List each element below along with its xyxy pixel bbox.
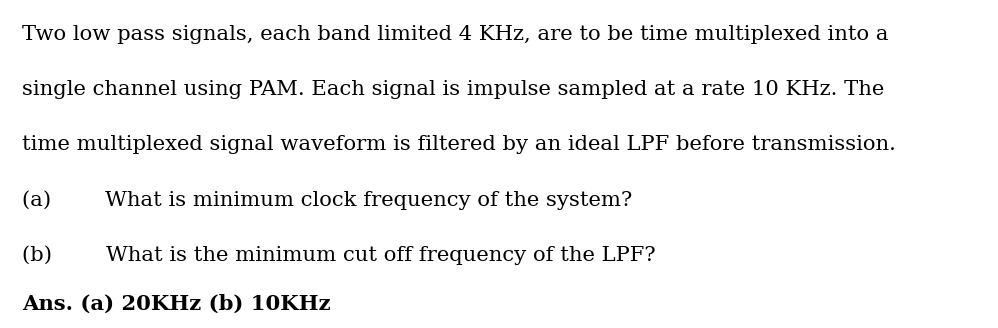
- Text: (a)        What is minimum clock frequency of the system?: (a) What is minimum clock frequency of t…: [22, 190, 632, 210]
- Text: Two low pass signals, each band limited 4 KHz, are to be time multiplexed into a: Two low pass signals, each band limited …: [22, 25, 888, 44]
- Text: Ans. (a) 20KHz (b) 10KHz: Ans. (a) 20KHz (b) 10KHz: [22, 294, 330, 313]
- Text: time multiplexed signal waveform is filtered by an ideal LPF before transmission: time multiplexed signal waveform is filt…: [22, 135, 896, 154]
- Text: single channel using PAM. Each signal is impulse sampled at a rate 10 KHz. The: single channel using PAM. Each signal is…: [22, 80, 884, 99]
- Text: (b)        What is the minimum cut off frequency of the LPF?: (b) What is the minimum cut off frequenc…: [22, 245, 656, 265]
